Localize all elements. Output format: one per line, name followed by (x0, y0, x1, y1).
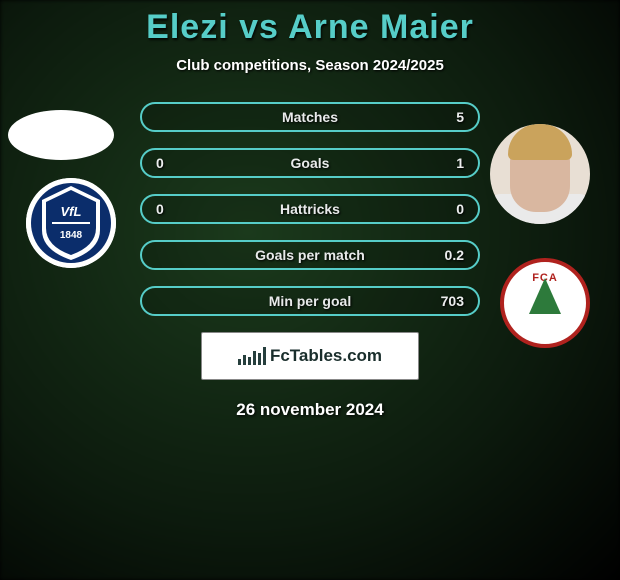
stat-left: 0 (156, 201, 190, 217)
stat-left: 0 (156, 155, 190, 171)
stat-row: Matches 5 (140, 102, 480, 132)
stat-label: Goals per match (190, 247, 430, 263)
stat-right: 0 (430, 201, 464, 217)
stat-label: Min per goal (190, 293, 430, 309)
player-right-avatar (490, 124, 590, 224)
svg-text:VfL: VfL (61, 204, 82, 219)
club-right-logo: FCA (500, 258, 590, 348)
bars-icon (238, 347, 266, 365)
stat-row: 0 Hattricks 0 (140, 194, 480, 224)
stat-right: 703 (430, 293, 464, 309)
stat-row: 0 Goals 1 (140, 148, 480, 178)
stat-row: Min per goal 703 (140, 286, 480, 316)
stat-label: Hattricks (190, 201, 430, 217)
stat-right: 1 (430, 155, 464, 171)
brand-box: FcTables.com (201, 332, 419, 380)
player-left-avatar (8, 110, 114, 160)
stat-label: Matches (190, 109, 430, 125)
page-title: Elezi vs Arne Maier (0, 0, 620, 47)
stat-right: 5 (430, 109, 464, 125)
subtitle: Club competitions, Season 2024/2025 (0, 57, 620, 74)
stat-row: Goals per match 0.2 (140, 240, 480, 270)
svg-text:1848: 1848 (60, 230, 83, 241)
brand-text: FcTables.com (270, 346, 382, 366)
stat-right: 0.2 (430, 247, 464, 263)
date-text: 26 november 2024 (0, 400, 620, 420)
stat-label: Goals (190, 155, 430, 171)
club-left-logo: VfL 1848 (26, 178, 116, 268)
stats-table: Matches 5 0 Goals 1 0 Hattricks 0 Goals … (140, 102, 480, 316)
